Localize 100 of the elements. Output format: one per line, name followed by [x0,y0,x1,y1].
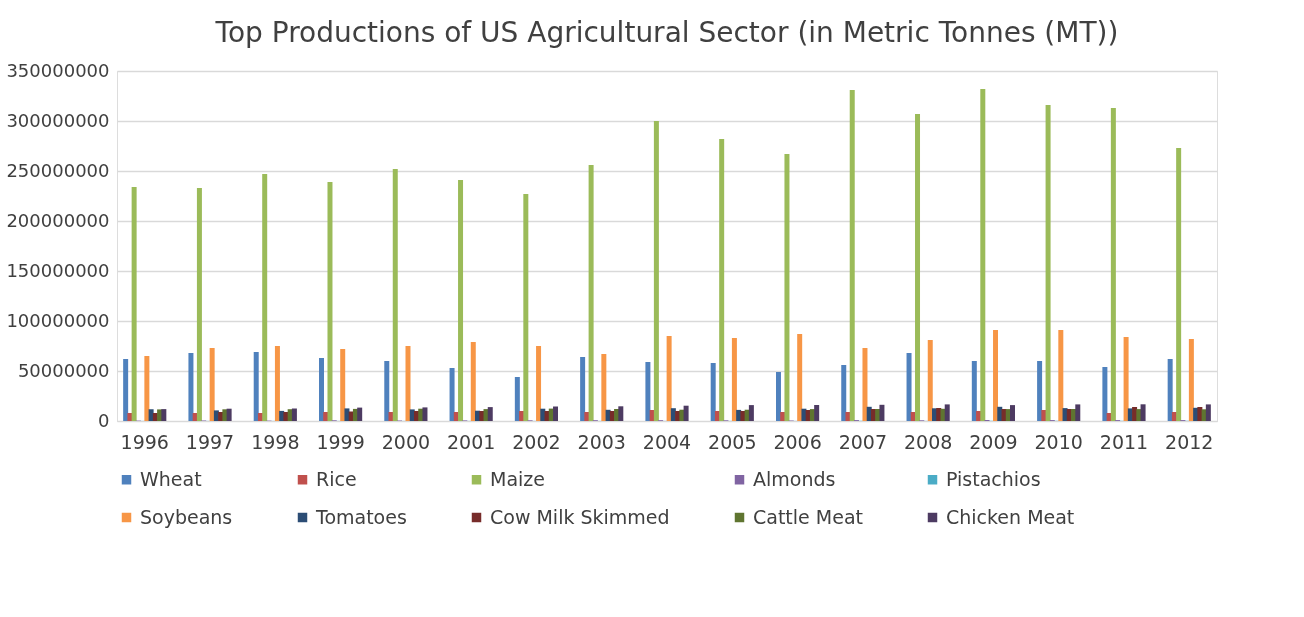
legend-label: Almonds [753,467,836,490]
bar [319,358,324,421]
bar [618,406,624,421]
bar [523,194,529,421]
bar [340,349,346,421]
legend-label: Wheat [140,467,202,490]
bar [944,404,950,421]
x-tick-label: 2003 [577,430,626,453]
bar [327,182,333,421]
bar [797,334,803,421]
bar [144,356,150,421]
bar [1037,361,1043,421]
x-tick-label: 2009 [969,430,1018,453]
bar [131,187,137,421]
bar [458,180,464,421]
bar [196,188,202,421]
bar [584,412,590,421]
x-tick-label: 1999 [316,430,365,453]
bar [927,340,933,421]
bar [588,165,594,421]
bar [222,409,228,421]
bar [487,407,493,421]
bar [1197,407,1203,421]
x-tick-label: 2012 [1165,430,1214,453]
bar [1123,337,1129,421]
bar [274,346,280,421]
bar [344,408,350,421]
bar [1045,105,1051,421]
bar [405,346,411,421]
bar [188,353,194,421]
y-tick-label: 150000000 [6,259,110,281]
bar [740,411,746,421]
x-tick-label: 2010 [1034,430,1083,453]
bar [993,330,999,421]
bar [719,139,725,421]
legend-label: Tomatoes [315,505,407,528]
bar [801,408,807,421]
bar [845,412,851,421]
legend-label: Chicken Meat [946,505,1075,528]
x-tick-label: 2006 [773,430,822,453]
bar [775,372,781,421]
bar [226,408,232,421]
legend-label: Rice [316,467,357,490]
bar [980,89,986,421]
legend-label: Pistachios [946,467,1041,490]
bar [653,121,659,421]
bar [422,407,428,421]
bar [514,377,520,421]
bar [784,154,790,421]
bar [906,353,912,421]
bar [262,174,268,421]
y-tick-label: 200000000 [6,209,110,231]
bar [679,409,685,421]
y-tick-label: 350000000 [6,59,110,81]
bar [841,365,847,421]
bar [1010,405,1015,421]
bar [384,361,390,421]
bar [479,411,485,421]
bar [1102,367,1108,421]
legend-label: Soybeans [140,505,233,528]
x-tick-label: 2007 [838,430,888,453]
y-tick-label: 100000000 [6,309,110,331]
bar [710,363,716,421]
bar [1058,330,1064,421]
x-tick-label: 2002 [512,430,561,453]
legend-label: Cattle Meat [753,505,863,528]
bar [1041,410,1047,421]
bar [536,346,542,421]
bar [540,408,546,421]
bar [849,90,855,421]
bar [392,169,398,421]
bar [283,412,289,421]
y-tick-label: 50000000 [17,359,110,381]
bar [1167,359,1173,421]
bar [971,361,977,421]
bar [731,338,737,421]
x-tick-label: 2008 [903,430,953,453]
bar [253,352,259,421]
x-tick-label: 1996 [120,430,169,453]
x-tick-label: 1998 [251,430,300,453]
bar [553,406,559,421]
bar [291,408,297,421]
bar [357,407,363,421]
bar [940,408,946,421]
bar [601,354,607,421]
legend-label: Maize [490,467,545,490]
bar [209,348,215,421]
bar [997,406,1003,421]
x-tick-label: 2004 [642,430,692,453]
bar [161,409,167,421]
bar [683,405,689,421]
bar [449,368,455,421]
bar [1140,404,1146,421]
bar [1176,148,1182,421]
bar [862,348,868,421]
bar [127,413,133,421]
x-tick-label: 2000 [381,430,431,453]
x-tick-label: 2011 [1099,430,1149,453]
y-tick-label: 300000000 [6,109,110,131]
y-tick-label: 250000000 [6,159,110,181]
